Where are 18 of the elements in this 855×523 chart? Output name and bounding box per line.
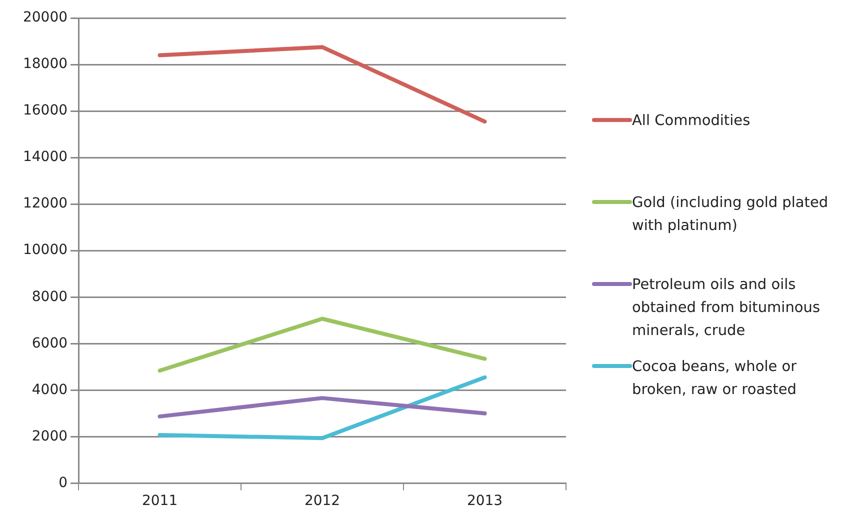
x-tick-label: 2013 — [466, 493, 503, 510]
legend-label: Cocoa beans, whole or broken, raw or roasted — [632, 358, 798, 400]
y-tick-label: 12000 — [22, 196, 68, 212]
x-tick-label: 2012 — [304, 493, 340, 510]
legend-label: Petroleum oils and oils obtained from bituminous minerals, crude — [632, 276, 822, 341]
y-tick-label: 18000 — [22, 56, 68, 72]
y-tick-label: 20000 — [22, 10, 68, 26]
y-tick-label: 4000 — [32, 382, 68, 398]
y-tick-label: 14000 — [22, 149, 68, 166]
y-tick-label: 10000 — [22, 242, 68, 258]
legend-label: All Commodities — [632, 112, 750, 131]
y-tick-label: 8000 — [32, 288, 68, 305]
x-tick-label: 2011 — [142, 493, 178, 510]
y-tick-label: 2000 — [32, 428, 68, 444]
y-tick-label: 0 — [58, 474, 68, 491]
legend-label: Gold (including gold plated with platinum) — [632, 194, 830, 236]
y-tick-label: 16000 — [22, 102, 68, 119]
y-tick-label: 6000 — [32, 335, 68, 352]
